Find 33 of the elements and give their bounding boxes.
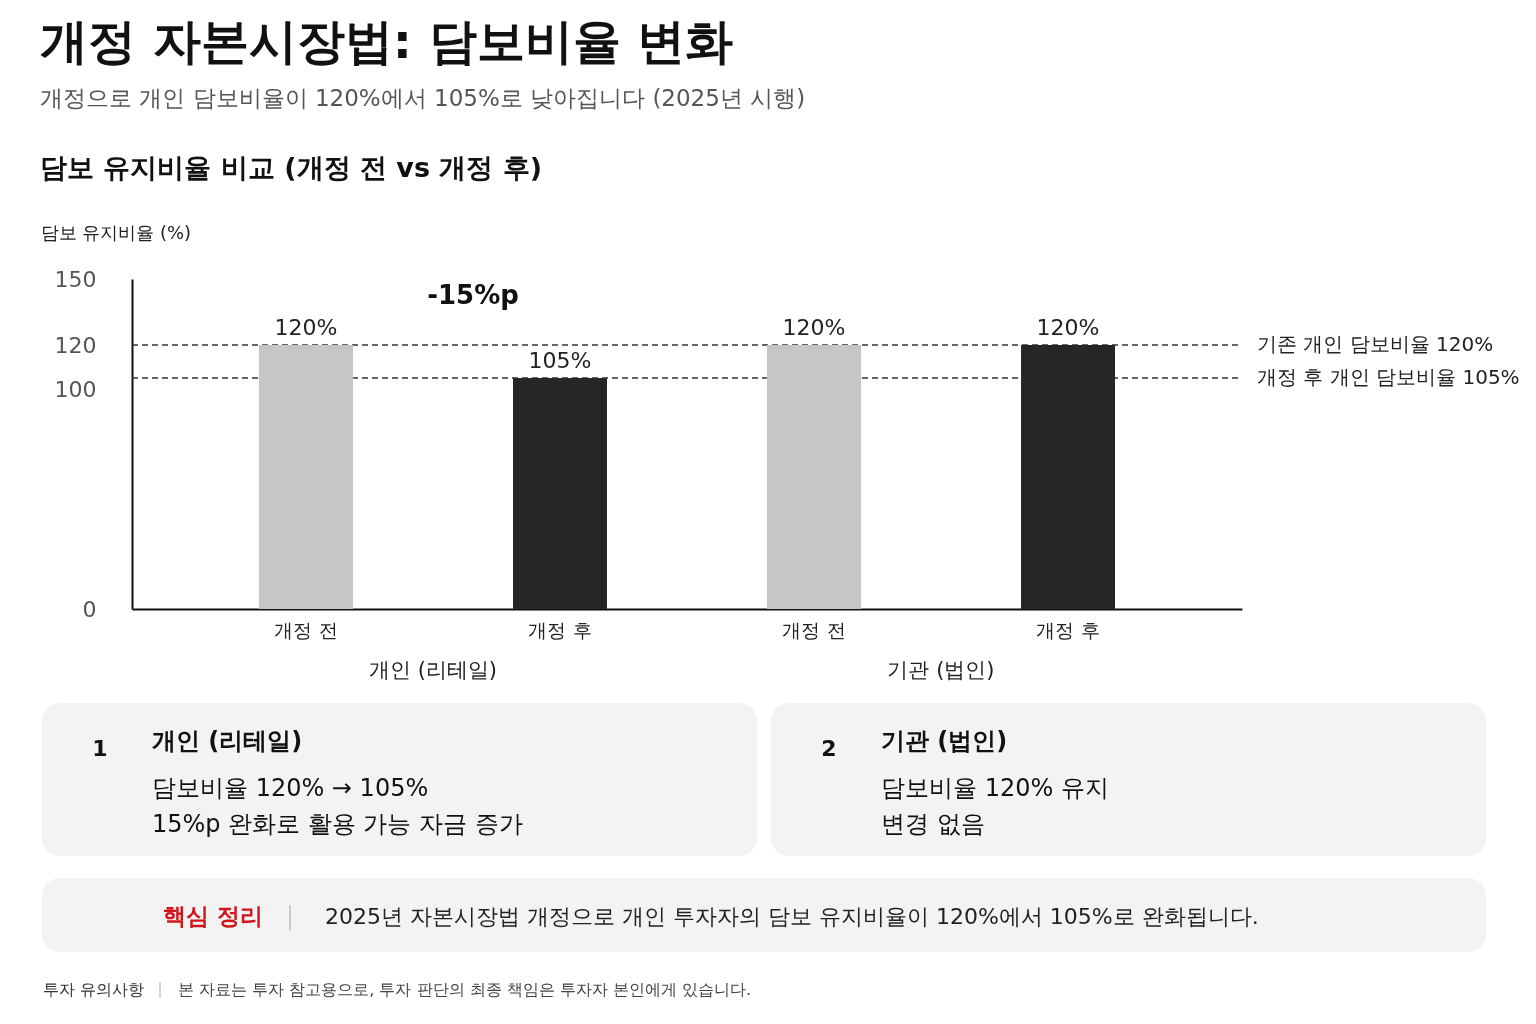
ref-line-label: 기존 개인 담보비율 120% <box>1257 332 1494 356</box>
y-axis-title: 담보 유지비율 (%) <box>40 221 192 243</box>
y-tick-label: 150 <box>54 266 97 292</box>
text: 기관 (법인) <box>887 658 995 682</box>
text: 기관 (법인) <box>881 727 1008 755</box>
y-tick-label: 100 <box>54 376 97 402</box>
text: 2 <box>821 736 837 761</box>
text: 담보비율 120% → 105% <box>152 774 429 802</box>
chart-title: 개정 자본시장법: 담보비율 변화 <box>40 13 734 69</box>
data-label: 120% <box>274 315 338 340</box>
text: 담보 유지비율 비교 (개정 전 vs 개정 후) <box>40 152 543 183</box>
x-tick-label: 개정 전 <box>782 618 846 641</box>
text: 핵심 정리 <box>163 903 264 929</box>
text: 개인 (리테일) <box>368 658 498 682</box>
ref-line-label: 개정 후 개인 담보비율 105% <box>1257 365 1520 389</box>
x-tick-label: 개정 후 <box>528 618 592 641</box>
text: 변경 없음 <box>881 810 985 838</box>
text: 15%p 완화로 활용 가능 자금 증가 <box>152 810 523 838</box>
text: 1 <box>92 736 108 761</box>
text: 투자 유의사항 <box>43 980 145 999</box>
text: 개인 (리테일) <box>152 727 303 755</box>
y-tick-label: 120 <box>54 332 97 358</box>
data-label: 120% <box>782 315 846 340</box>
x-tick-label: 개정 후 <box>1036 618 1100 641</box>
data-label: 120% <box>1036 315 1100 340</box>
text: 본 자료는 투자 참고용으로, 투자 판단의 최종 책임은 투자자 본인에게 있습니다. <box>178 980 752 999</box>
data-label: 105% <box>528 348 592 373</box>
chart-subtitle: 개정으로 개인 담보비율이 120%에서 105%로 낮아집니다 (2025년 시행) <box>40 85 806 111</box>
y-tick-label: 0 <box>82 596 97 622</box>
x-tick-label: 개정 전 <box>274 618 338 641</box>
text: 담보비율 120% 유지 <box>881 774 1109 802</box>
text: 2025년 자본시장법 개정으로 개인 투자자의 담보 유지비율이 120%에서 105%로 완화됩니다. <box>325 904 1259 929</box>
annotation: -15%p <box>427 280 519 310</box>
